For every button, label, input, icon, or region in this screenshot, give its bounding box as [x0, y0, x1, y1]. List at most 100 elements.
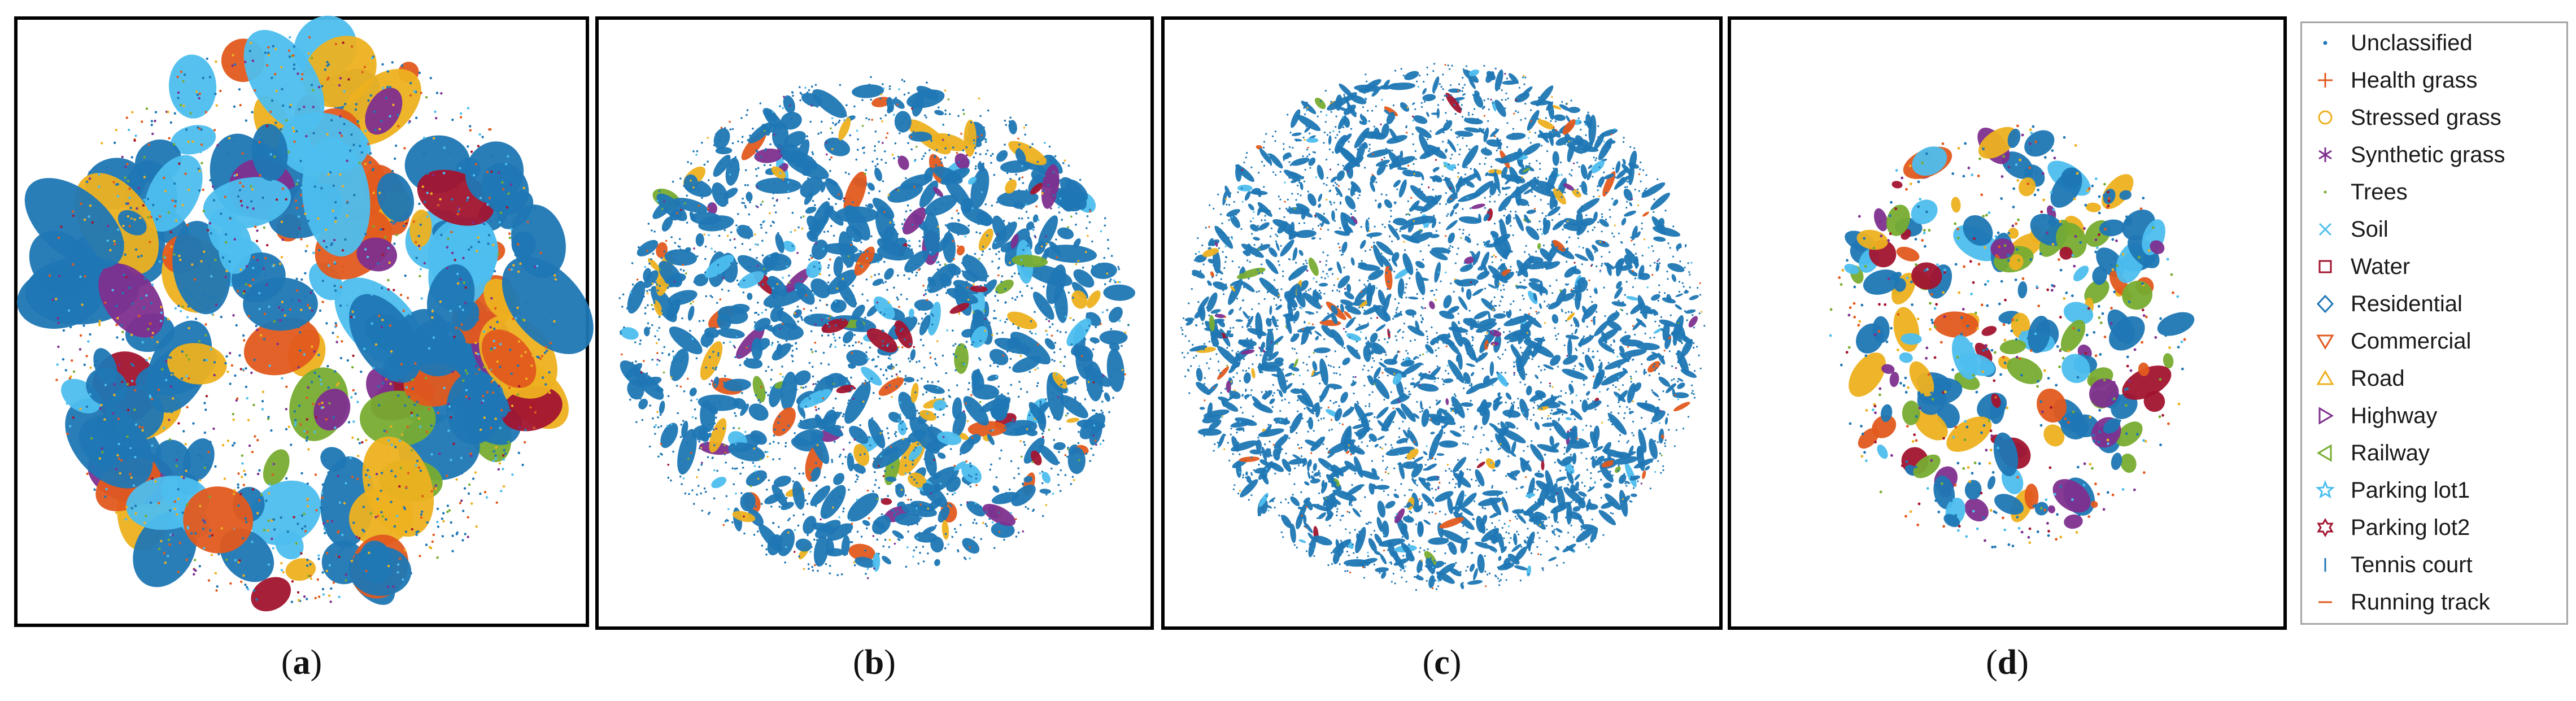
- data-point: [169, 509, 172, 512]
- data-point: [800, 278, 803, 281]
- data-point: [868, 381, 871, 383]
- data-point: [89, 204, 92, 207]
- data-point: [1004, 302, 1006, 304]
- data-point: [620, 330, 622, 333]
- data-point: [964, 236, 967, 238]
- data-point: [932, 315, 934, 317]
- data-point: [924, 448, 937, 477]
- data-point: [871, 97, 891, 107]
- data-point: [345, 482, 347, 485]
- data-point: [842, 463, 844, 465]
- data-point: [183, 73, 186, 76]
- data-point: [770, 378, 773, 381]
- data-point: [420, 297, 423, 300]
- data-point: [629, 298, 632, 301]
- data-point: [979, 359, 982, 361]
- data-point: [1067, 446, 1069, 449]
- data-point: [126, 163, 129, 166]
- data-point: [263, 312, 267, 315]
- data-point: [925, 116, 927, 119]
- data-point: [868, 192, 870, 194]
- scatter-panel-b: [595, 16, 1154, 630]
- data-point: [809, 254, 812, 257]
- data-point: [943, 413, 945, 416]
- data-point: [242, 292, 245, 295]
- data-point: [361, 528, 364, 532]
- data-point: [372, 168, 375, 171]
- data-point: [332, 581, 335, 584]
- data-point: [875, 167, 878, 170]
- data-point: [213, 373, 216, 377]
- data-point: [156, 537, 159, 539]
- data-point: [85, 176, 88, 179]
- data-point: [966, 254, 968, 256]
- data-point: [66, 402, 68, 405]
- data-point: [856, 498, 858, 501]
- data-point: [930, 184, 933, 186]
- data-point: [1018, 381, 1021, 383]
- data-point: [845, 115, 847, 117]
- data-point: [670, 236, 673, 238]
- data-point: [884, 150, 886, 153]
- data-point: [1013, 202, 1025, 209]
- data-point: [320, 406, 324, 410]
- data-point: [524, 428, 527, 432]
- data-point: [234, 63, 237, 66]
- data-point: [209, 178, 212, 182]
- data-point: [477, 241, 480, 243]
- data-point: [665, 220, 668, 223]
- data-point: [350, 396, 353, 399]
- data-point: [267, 54, 271, 56]
- data-point: [1039, 272, 1041, 274]
- data-point: [1022, 530, 1025, 533]
- data-point: [446, 510, 449, 513]
- data-point: [868, 118, 870, 121]
- data-point: [965, 282, 967, 285]
- data-point: [315, 416, 318, 419]
- data-point: [984, 317, 986, 320]
- data-point: [550, 342, 552, 345]
- data-point: [784, 126, 786, 128]
- data-point: [203, 359, 206, 362]
- data-point: [683, 294, 686, 297]
- data-point: [145, 294, 148, 297]
- data-point: [901, 394, 904, 396]
- data-point: [198, 565, 201, 568]
- data-point: [274, 73, 277, 76]
- data-point: [725, 461, 727, 464]
- data-point: [416, 369, 419, 372]
- data-point: [852, 84, 884, 98]
- data-point: [733, 159, 735, 162]
- data-point: [866, 299, 869, 302]
- data-point: [232, 526, 234, 529]
- data-point: [756, 256, 758, 259]
- data-point: [711, 247, 713, 250]
- data-point: [741, 141, 743, 143]
- data-point: [698, 468, 700, 471]
- data-point: [1069, 378, 1071, 380]
- data-point: [304, 250, 307, 252]
- data-point: [392, 103, 395, 106]
- data-point: [246, 397, 249, 400]
- data-point: [104, 384, 107, 386]
- data-point: [861, 125, 864, 127]
- data-point: [814, 242, 817, 245]
- data-point: [875, 494, 878, 497]
- data-point: [660, 299, 662, 302]
- data-point: [924, 114, 926, 117]
- data-point: [803, 550, 805, 553]
- data-point: [707, 137, 709, 139]
- data-point: [367, 255, 369, 259]
- data-point: [487, 234, 491, 237]
- data-point: [715, 416, 717, 419]
- data-point: [722, 277, 725, 279]
- data-point: [733, 426, 735, 429]
- data-point: [921, 197, 923, 199]
- data-point: [955, 531, 957, 533]
- data-point: [973, 283, 975, 286]
- data-point: [1106, 349, 1124, 392]
- data-point: [258, 141, 261, 143]
- data-point: [1102, 439, 1105, 442]
- data-point: [124, 176, 127, 179]
- data-point: [285, 119, 288, 122]
